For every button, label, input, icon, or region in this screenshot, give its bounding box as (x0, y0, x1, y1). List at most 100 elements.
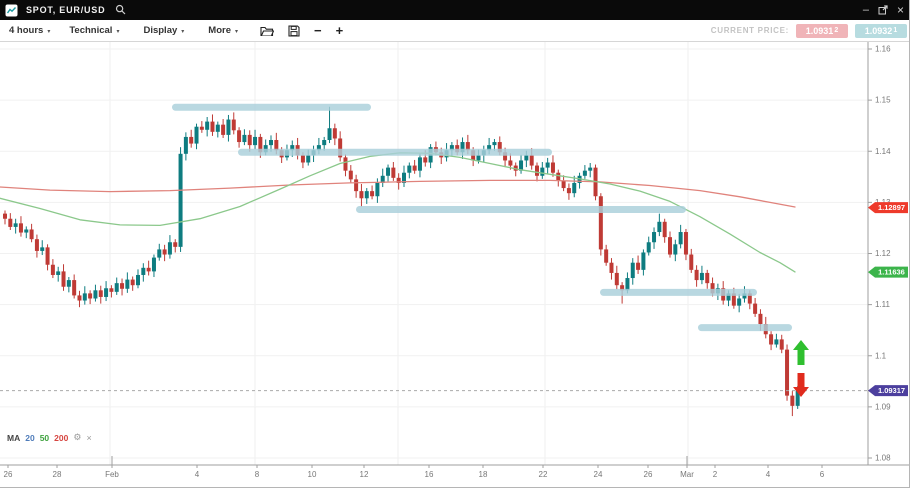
svg-text:1.09317: 1.09317 (878, 386, 905, 395)
candle (343, 154, 348, 177)
app-logo-icon (5, 4, 18, 17)
candle (630, 258, 635, 285)
candle (215, 121, 220, 138)
candle (189, 129, 194, 148)
y-axis-labels[interactable]: 1.161.151.141.131.121.111.11.091.08 (868, 45, 891, 463)
candle (82, 286, 87, 305)
candle (24, 226, 29, 239)
y-tick-label: 1.14 (875, 147, 891, 156)
candle (120, 278, 125, 296)
candle (72, 274, 77, 299)
candle (774, 333, 779, 348)
candle (380, 168, 385, 188)
candle (694, 265, 699, 287)
x-tick-label: 22 (539, 470, 548, 479)
y-tick-label: 1.08 (875, 454, 891, 463)
up-arrow (793, 340, 809, 365)
x-tick-label: 10 (308, 470, 317, 479)
candle (173, 239, 178, 253)
candle (40, 240, 45, 256)
candle (114, 277, 119, 295)
candle (13, 218, 18, 234)
ask-price-badge: 1.0932 1 (855, 23, 907, 38)
chevron-down-icon: ▾ (116, 28, 120, 35)
close-button[interactable]: × (896, 3, 904, 17)
candle (673, 239, 678, 262)
candle (540, 161, 545, 179)
save-icon[interactable] (288, 24, 300, 37)
window-controls: – × (862, 3, 904, 17)
technical-dropdown[interactable]: Technical ▾ (69, 25, 120, 36)
candle (646, 236, 651, 256)
candle (636, 255, 641, 274)
candle (98, 285, 103, 304)
x-tick-label: 2 (713, 470, 718, 479)
candle (45, 244, 50, 271)
candle (407, 162, 412, 179)
candle (582, 165, 587, 179)
candle (641, 249, 646, 276)
candle (125, 272, 130, 293)
x-tick-label: 18 (479, 470, 488, 479)
y-tick-label: 1.09 (875, 402, 891, 411)
price-chart[interactable]: 1.161.151.141.131.121.111.11.091.082628F… (0, 42, 910, 488)
candle (194, 123, 199, 150)
x-tick-label: 26 (644, 470, 653, 479)
x-tick-label: Feb (105, 470, 119, 479)
chevron-down-icon: ▾ (181, 28, 185, 35)
support-resistance-zone (238, 148, 552, 156)
candle (359, 183, 364, 207)
zoom-in-button[interactable]: + (335, 22, 344, 38)
display-dropdown[interactable]: Display ▾ (143, 25, 185, 36)
candle (77, 290, 82, 308)
candle (130, 276, 135, 291)
interval-dropdown[interactable]: 4 hours ▾ (9, 25, 51, 36)
support-resistance-zone (172, 103, 371, 111)
ma200-line (0, 179, 796, 208)
x-tick-label: 4 (766, 470, 771, 479)
candle (572, 175, 577, 198)
ma-settings-gear-icon[interactable]: ⚙ (73, 432, 82, 442)
x-tick-label: 28 (53, 470, 62, 479)
candle (598, 193, 603, 256)
candle (588, 163, 593, 178)
candle (34, 234, 39, 258)
ma-remove-icon[interactable]: × (86, 432, 92, 443)
candle (354, 174, 359, 198)
candle (50, 259, 55, 279)
minimize-button[interactable]: – (862, 4, 869, 16)
ma-legend-label: MA (7, 432, 21, 443)
chart-area: 1.161.151.141.131.121.111.11.091.082628F… (0, 42, 910, 488)
candle (391, 161, 396, 181)
candle (566, 183, 571, 200)
current-price-area: CURRENT PRICE: 1.0931 2 1.0932 1 (711, 23, 907, 38)
title-bar: SPOT, EUR/USD – × (0, 0, 909, 20)
support-resistance-zone (698, 324, 792, 332)
x-axis-labels[interactable]: 26 28 Feb 4 8 10 12 16 18 22 24 26 Mar 2 4 6 (4, 456, 825, 479)
price-badge: 1.11636 (868, 266, 908, 278)
open-folder-icon[interactable] (260, 25, 274, 37)
candle (705, 269, 710, 289)
candle (417, 152, 422, 178)
candle (104, 281, 109, 302)
search-icon[interactable] (115, 4, 127, 16)
support-resistance-zone (356, 206, 686, 214)
zoom-out-button[interactable]: − (314, 22, 322, 38)
candle (678, 224, 683, 249)
toolbar: 4 hours ▾ Technical ▾ Display ▾ More ▾ (0, 20, 909, 42)
candle (210, 114, 215, 136)
horizontal-gridlines (0, 48, 868, 459)
popout-button[interactable] (878, 5, 888, 15)
more-dropdown[interactable]: More ▾ (208, 25, 238, 36)
candle (652, 227, 657, 249)
candle (609, 258, 614, 280)
candle (332, 123, 337, 146)
candle (364, 188, 369, 204)
support-resistance-zone (600, 288, 757, 296)
candle (178, 147, 183, 252)
y-tick-label: 1.11 (875, 300, 891, 309)
candle (253, 129, 258, 150)
candle (699, 265, 704, 285)
x-tick-label: Mar (680, 470, 694, 479)
